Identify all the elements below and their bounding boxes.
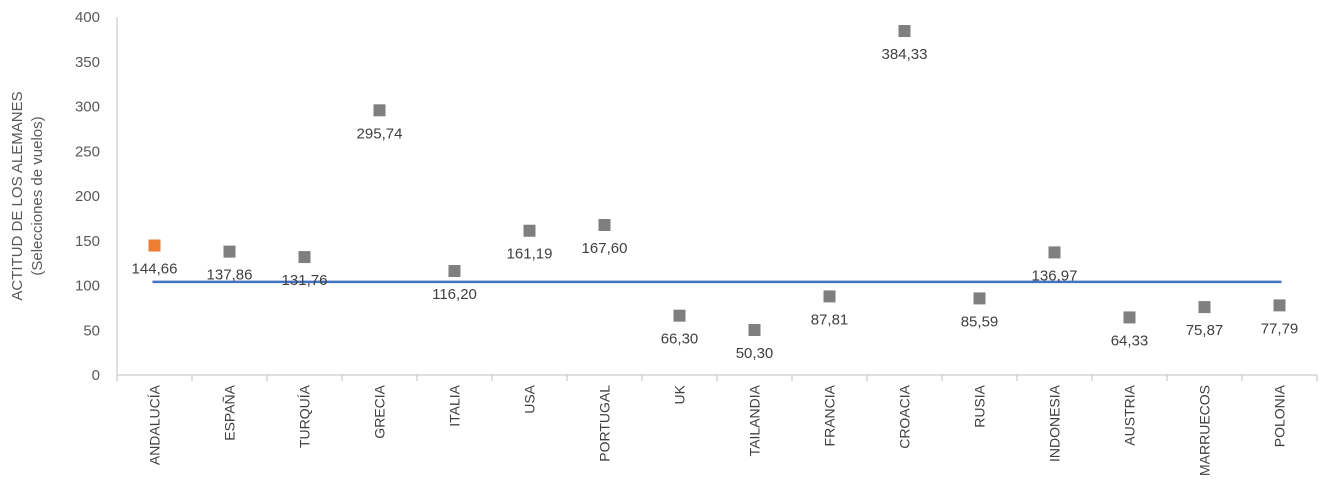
data-point-polonia — [1273, 299, 1286, 312]
data-label: 116,20 — [432, 286, 477, 303]
data-label: 85,59 — [961, 313, 999, 330]
category-label: MARRUECOS — [1197, 385, 1213, 476]
data-point-tailandia — [748, 323, 761, 336]
y-tick-label: 0 — [92, 367, 100, 384]
data-point-italia — [448, 265, 461, 278]
data-label: 295,74 — [357, 125, 403, 142]
data-points — [148, 25, 1286, 336]
data-point-marruecos — [1198, 301, 1211, 314]
y-tick-label: 200 — [75, 188, 100, 205]
data-point-turquía — [298, 251, 311, 264]
data-point-andalucía — [148, 239, 161, 252]
data-point-uk — [673, 309, 686, 322]
data-labels: 144,66 137,86 131,76 295,74 116,20 161,19 167,… — [132, 46, 1299, 362]
category-label: ITALIA — [447, 384, 463, 426]
y-axis-label-line1: ACTITUD DE LOS ALEMANES — [9, 91, 26, 300]
category-label: PORTUGAL — [597, 385, 613, 462]
category-label: ANDALUCÍA — [147, 384, 163, 465]
category-label: POLONIA — [1272, 384, 1288, 447]
y-tick-label: 300 — [75, 99, 100, 116]
data-label: 131,76 — [282, 272, 328, 289]
category-label: CROACIA — [897, 384, 913, 448]
y-tick-label: 400 — [75, 9, 100, 26]
data-label: 384,33 — [882, 46, 928, 63]
data-point-portugal — [598, 218, 611, 231]
data-label: 64,33 — [1111, 332, 1149, 349]
category-label: RUSIA — [972, 384, 988, 427]
y-tick-label: 350 — [75, 54, 100, 71]
data-point-rusia — [973, 292, 986, 305]
category-label: INDONESIA — [1047, 384, 1063, 462]
category-label: UK — [672, 384, 688, 404]
data-point-usa — [523, 224, 536, 237]
x-axis-categories: ANDALUCÍA ESPAÑA TURQUÍA GRECIA ITALIA USA POR… — [147, 384, 1288, 476]
data-point-francia — [823, 290, 836, 303]
data-point-croacia — [898, 25, 911, 38]
data-label: 77,79 — [1261, 320, 1299, 337]
category-label: TAILANDIA — [747, 384, 763, 456]
y-tick-label: 150 — [75, 233, 100, 250]
y-axis-label-line2: (Selecciones de vuelos) — [29, 116, 46, 275]
category-label: ESPAÑA — [222, 384, 238, 440]
data-label: 66,30 — [661, 331, 699, 348]
data-label: 75,87 — [1186, 322, 1224, 339]
axes — [116, 17, 1318, 381]
data-label: 50,30 — [736, 345, 774, 362]
data-point-indonesia — [1048, 246, 1061, 259]
data-label: 161,19 — [507, 246, 553, 263]
data-point-españa — [223, 245, 236, 258]
data-label: 137,86 — [207, 267, 253, 284]
y-axis-ticks: 0 50 100 150 200 250 300 350 400 — [75, 9, 100, 384]
category-label: TURQUÍA — [297, 384, 313, 448]
data-label: 136,97 — [1032, 267, 1078, 284]
y-tick-label: 100 — [75, 278, 100, 295]
category-label: GRECIA — [372, 384, 388, 438]
data-label: 144,66 — [132, 261, 178, 278]
category-label: USA — [522, 384, 538, 413]
y-tick-label: 50 — [83, 322, 100, 339]
data-point-austria — [1123, 311, 1136, 324]
category-label: FRANCIA — [822, 384, 838, 446]
y-axis-title: ACTITUD DE LOS ALEMANES (Selecciones de … — [9, 91, 46, 300]
data-label: 167,60 — [582, 240, 628, 257]
data-label: 87,81 — [811, 311, 849, 328]
data-point-grecia — [373, 104, 386, 117]
y-tick-label: 250 — [75, 143, 100, 160]
category-label: AUSTRIA — [1122, 384, 1138, 445]
